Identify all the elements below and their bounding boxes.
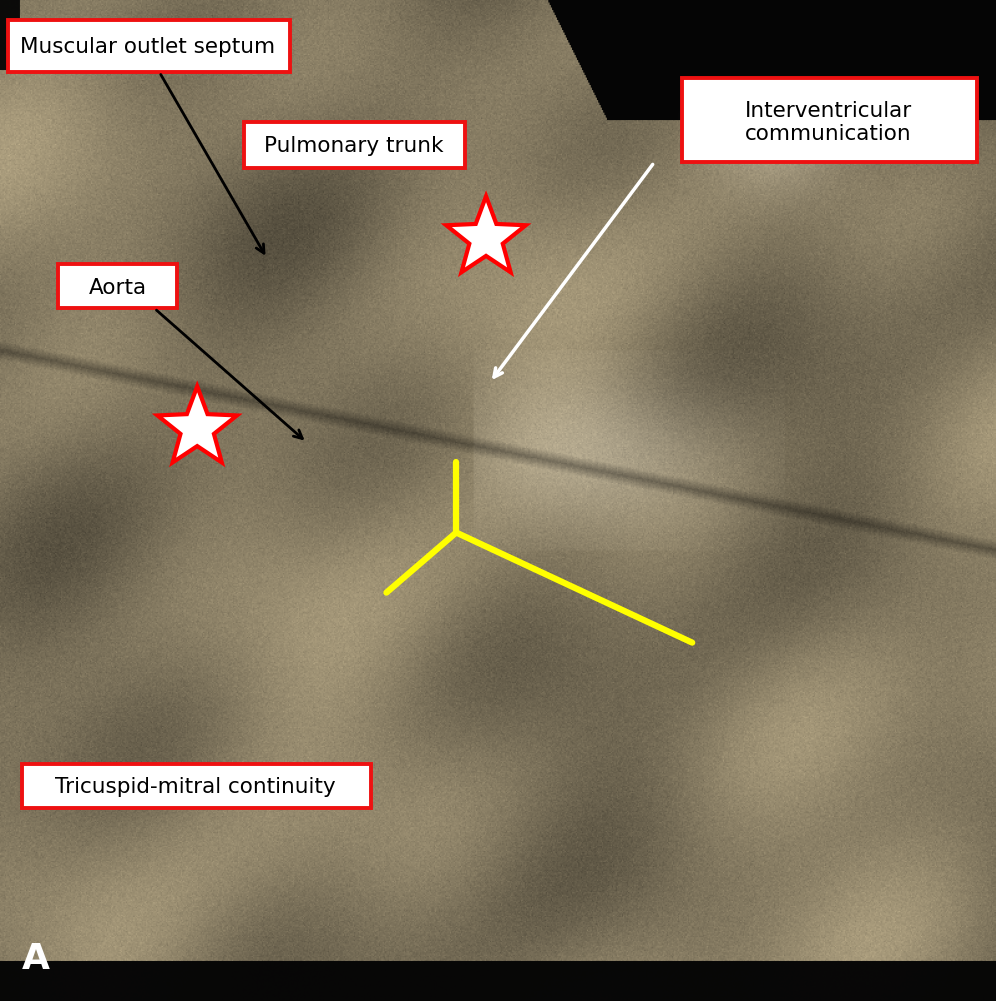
Bar	[58, 264, 177, 308]
Text: Aorta: Aorta	[89, 278, 146, 298]
Text: Muscular outlet septum: Muscular outlet septum	[20, 37, 275, 57]
Bar	[682, 78, 977, 162]
Polygon shape	[157, 386, 237, 462]
Bar	[244, 122, 465, 168]
Text: Interventricular
communication: Interventricular communication	[745, 100, 912, 144]
Bar	[22, 764, 371, 808]
Text: Pulmonary trunk: Pulmonary trunk	[264, 136, 443, 156]
Text: Tricuspid-mitral continuity: Tricuspid-mitral continuity	[55, 777, 336, 797]
Text: A: A	[22, 942, 50, 976]
Polygon shape	[446, 196, 526, 272]
Bar	[8, 20, 290, 72]
